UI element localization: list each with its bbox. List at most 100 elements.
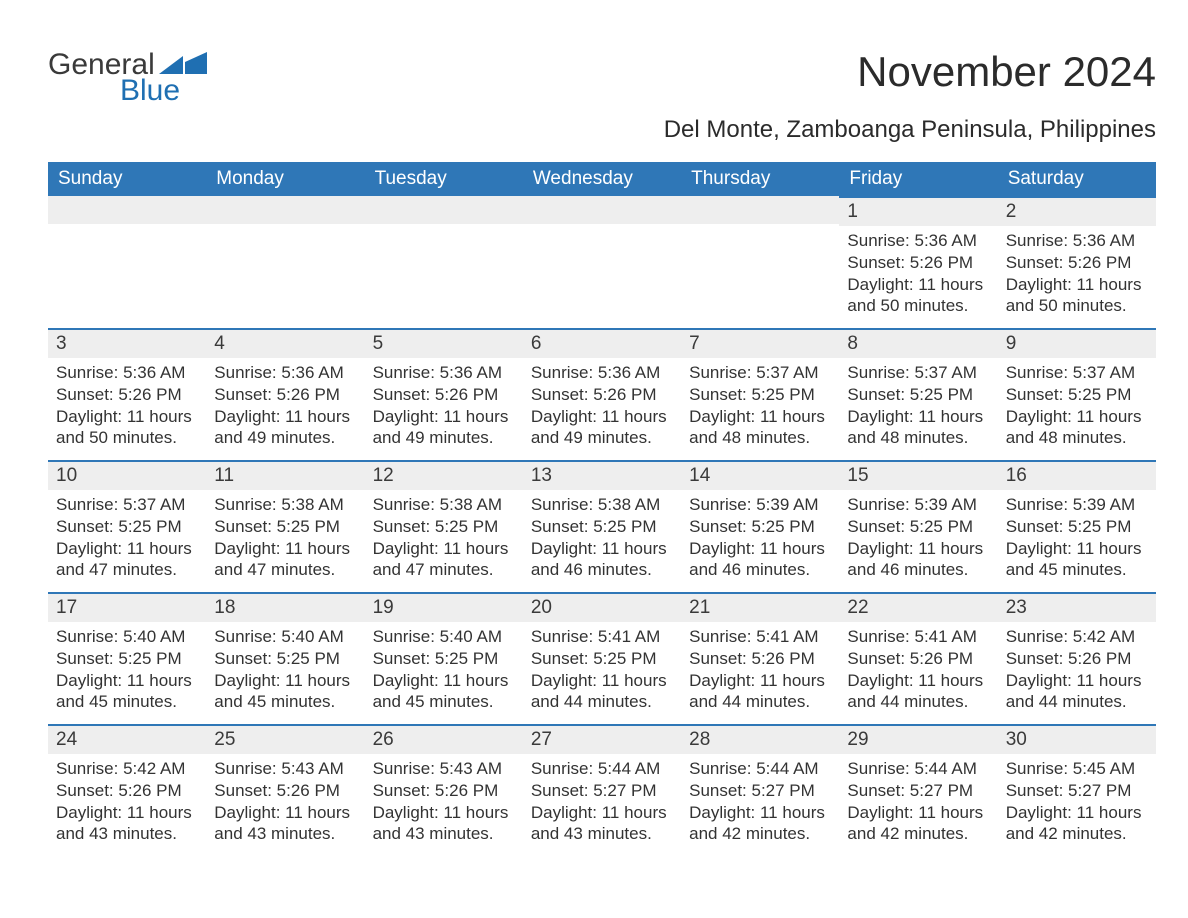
sunrise-text: Sunrise: 5:39 AM	[1006, 494, 1148, 516]
calendar-cell: 11Sunrise: 5:38 AMSunset: 5:25 PMDayligh…	[206, 460, 364, 592]
sunrise-text: Sunrise: 5:42 AM	[56, 758, 198, 780]
sunrise-text: Sunrise: 5:36 AM	[56, 362, 198, 384]
sunset-text: Sunset: 5:27 PM	[531, 780, 673, 802]
sunset-text: Sunset: 5:25 PM	[1006, 384, 1148, 406]
calendar-cell: 16Sunrise: 5:39 AMSunset: 5:25 PMDayligh…	[998, 460, 1156, 592]
weekday-header: Saturday	[998, 162, 1156, 196]
calendar-cell: 20Sunrise: 5:41 AMSunset: 5:25 PMDayligh…	[523, 592, 681, 724]
day-body: Sunrise: 5:36 AMSunset: 5:26 PMDaylight:…	[998, 226, 1156, 327]
day-body: Sunrise: 5:41 AMSunset: 5:25 PMDaylight:…	[523, 622, 681, 723]
calendar-cell: 7Sunrise: 5:37 AMSunset: 5:25 PMDaylight…	[681, 328, 839, 460]
calendar-cell: 24Sunrise: 5:42 AMSunset: 5:26 PMDayligh…	[48, 724, 206, 856]
calendar-cell: 5 Sunrise: 5:36 AMSunset: 5:26 PMDaylight…	[365, 328, 523, 460]
daylight-text: Daylight: 11 hours and 44 minutes.	[1006, 670, 1148, 714]
day-number	[523, 196, 681, 224]
sunset-text: Sunset: 5:25 PM	[373, 516, 515, 538]
calendar-cell: 18Sunrise: 5:40 AMSunset: 5:25 PMDayligh…	[206, 592, 364, 724]
day-number	[365, 196, 523, 224]
sunset-text: Sunset: 5:26 PM	[56, 780, 198, 802]
daylight-text: Daylight: 11 hours and 47 minutes.	[56, 538, 198, 582]
day-body: Sunrise: 5:43 AMSunset: 5:26 PMDaylight:…	[206, 754, 364, 855]
day-body: Sunrise: 5:41 AMSunset: 5:26 PMDaylight:…	[839, 622, 997, 723]
calendar-cell	[48, 196, 206, 328]
calendar-cell: 23Sunrise: 5:42 AMSunset: 5:26 PMDayligh…	[998, 592, 1156, 724]
daylight-text: Daylight: 11 hours and 45 minutes.	[214, 670, 356, 714]
sunset-text: Sunset: 5:25 PM	[847, 516, 989, 538]
daylight-text: Daylight: 11 hours and 50 minutes.	[847, 274, 989, 318]
sunrise-text: Sunrise: 5:44 AM	[689, 758, 831, 780]
sunset-text: Sunset: 5:25 PM	[56, 516, 198, 538]
sunrise-text: Sunrise: 5:42 AM	[1006, 626, 1148, 648]
calendar-week-row: 24Sunrise: 5:42 AMSunset: 5:26 PMDayligh…	[48, 724, 1156, 856]
day-body	[523, 224, 681, 238]
calendar-cell: 21Sunrise: 5:41 AMSunset: 5:26 PMDayligh…	[681, 592, 839, 724]
day-body: Sunrise: 5:37 AMSunset: 5:25 PMDaylight:…	[48, 490, 206, 591]
sunrise-text: Sunrise: 5:36 AM	[214, 362, 356, 384]
sunset-text: Sunset: 5:26 PM	[689, 648, 831, 670]
calendar-cell: 26Sunrise: 5:43 AMSunset: 5:26 PMDayligh…	[365, 724, 523, 856]
day-number: 14	[681, 460, 839, 490]
weekday-header: Sunday	[48, 162, 206, 196]
day-body: Sunrise: 5:39 AMSunset: 5:25 PMDaylight:…	[681, 490, 839, 591]
day-number: 18	[206, 592, 364, 622]
sunset-text: Sunset: 5:26 PM	[373, 780, 515, 802]
sunrise-text: Sunrise: 5:38 AM	[373, 494, 515, 516]
weekday-header-row: SundayMondayTuesdayWednesdayThursdayFrid…	[48, 162, 1156, 196]
calendar-week-row: 10Sunrise: 5:37 AMSunset: 5:25 PMDayligh…	[48, 460, 1156, 592]
sunset-text: Sunset: 5:26 PM	[373, 384, 515, 406]
sunrise-text: Sunrise: 5:36 AM	[847, 230, 989, 252]
day-body: Sunrise: 5:39 AMSunset: 5:25 PMDaylight:…	[998, 490, 1156, 591]
calendar-cell: 25Sunrise: 5:43 AMSunset: 5:26 PMDayligh…	[206, 724, 364, 856]
sunset-text: Sunset: 5:27 PM	[1006, 780, 1148, 802]
day-body: Sunrise: 5:38 AMSunset: 5:25 PMDaylight:…	[206, 490, 364, 591]
daylight-text: Daylight: 11 hours and 44 minutes.	[531, 670, 673, 714]
calendar-week-row: 3Sunrise: 5:36 AMSunset: 5:26 PMDaylight…	[48, 328, 1156, 460]
weekday-header: Monday	[206, 162, 364, 196]
sunset-text: Sunset: 5:26 PM	[1006, 252, 1148, 274]
calendar-cell: 12Sunrise: 5:38 AMSunset: 5:25 PMDayligh…	[365, 460, 523, 592]
day-number: 28	[681, 724, 839, 754]
sunset-text: Sunset: 5:25 PM	[56, 648, 198, 670]
day-number: 25	[206, 724, 364, 754]
weekday-header: Thursday	[681, 162, 839, 196]
day-number: 5	[365, 328, 523, 358]
calendar-week-row: 1Sunrise: 5:36 AMSunset: 5:26 PMDaylight…	[48, 196, 1156, 328]
sunset-text: Sunset: 5:25 PM	[847, 384, 989, 406]
day-number: 4	[206, 328, 364, 358]
day-body	[365, 224, 523, 238]
sunset-text: Sunset: 5:26 PM	[531, 384, 673, 406]
daylight-text: Daylight: 11 hours and 42 minutes.	[1006, 802, 1148, 846]
calendar-cell: 27 Sunrise: 5:44 AMSunset: 5:27 PMDayligh…	[523, 724, 681, 856]
day-body: Sunrise: 5:42 AMSunset: 5:26 PMDaylight:…	[48, 754, 206, 855]
calendar-cell: 19Sunrise: 5:40 AMSunset: 5:25 PMDayligh…	[365, 592, 523, 724]
calendar-cell: 15Sunrise: 5:39 AMSunset: 5:25 PMDayligh…	[839, 460, 997, 592]
calendar-cell: 9Sunrise: 5:37 AMSunset: 5:25 PMDaylight…	[998, 328, 1156, 460]
day-number: 7	[681, 328, 839, 358]
sunrise-text: Sunrise: 5:36 AM	[373, 362, 515, 384]
day-number: 21	[681, 592, 839, 622]
sunrise-text: Sunrise: 5:45 AM	[1006, 758, 1148, 780]
weekday-header: Tuesday	[365, 162, 523, 196]
daylight-text: Daylight: 11 hours and 43 minutes.	[531, 802, 673, 846]
calendar-week-row: 17Sunrise: 5:40 AMSunset: 5:25 PMDayligh…	[48, 592, 1156, 724]
sunrise-text: Sunrise: 5:44 AM	[531, 758, 673, 780]
day-number: 6	[523, 328, 681, 358]
weekday-header: Wednesday	[523, 162, 681, 196]
sunset-text: Sunset: 5:26 PM	[847, 252, 989, 274]
sunset-text: Sunset: 5:25 PM	[373, 648, 515, 670]
daylight-text: Daylight: 11 hours and 45 minutes.	[56, 670, 198, 714]
calendar-cell	[681, 196, 839, 328]
day-body: Sunrise: 5:36 AMSunset: 5:26 PMDaylight:…	[839, 226, 997, 327]
sunrise-text: Sunrise: 5:37 AM	[1006, 362, 1148, 384]
calendar-cell: 13Sunrise: 5:38 AMSunset: 5:25 PMDayligh…	[523, 460, 681, 592]
day-body: Sunrise: 5:40 AMSunset: 5:25 PMDaylight:…	[365, 622, 523, 723]
calendar-cell: 22Sunrise: 5:41 AMSunset: 5:26 PMDayligh…	[839, 592, 997, 724]
day-body: Sunrise: 5:37 AMSunset: 5:25 PMDaylight:…	[681, 358, 839, 459]
sunrise-text: Sunrise: 5:40 AM	[373, 626, 515, 648]
daylight-text: Daylight: 11 hours and 49 minutes.	[373, 406, 515, 450]
calendar-cell: 4Sunrise: 5:36 AMSunset: 5:26 PMDaylight…	[206, 328, 364, 460]
day-number: 27	[523, 724, 681, 754]
day-body: Sunrise: 5:36 AMSunset: 5:26 PMDaylight:…	[206, 358, 364, 459]
sunset-text: Sunset: 5:25 PM	[214, 648, 356, 670]
calendar-cell: 8Sunrise: 5:37 AMSunset: 5:25 PMDaylight…	[839, 328, 997, 460]
